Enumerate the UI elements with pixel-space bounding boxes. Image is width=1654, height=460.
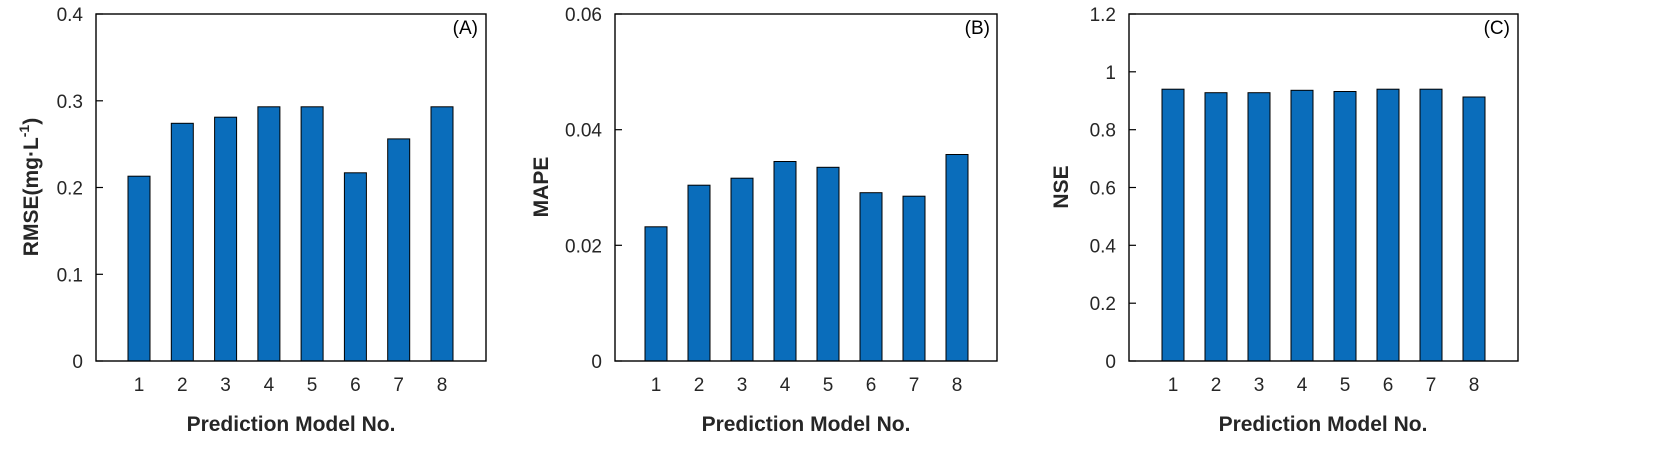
- panel-a-y-tick-label: 0.2: [57, 179, 83, 200]
- panel-a-y-axis-title-close: ): [20, 118, 43, 125]
- panel-c-y-tick-label: 0.4: [1090, 236, 1117, 257]
- panel-b-x-tick-label-2: 2: [694, 375, 705, 396]
- panel-a-bar-4: [257, 106, 281, 362]
- panel-c-bar-1: [1161, 88, 1185, 362]
- panel-a-x-tick-label-8: 8: [437, 375, 448, 396]
- panel-b-x-tick-label-4: 4: [780, 375, 791, 396]
- panel-a-y-axis-title: RMSE(mg·L-1): [16, 118, 43, 256]
- panel-a-plot-frame: [95, 13, 487, 362]
- panel-b-y-tick-label: 0.04: [565, 121, 602, 142]
- panel-a-bar-8: [430, 106, 454, 362]
- panel-a-x-tick-label-2: 2: [177, 375, 188, 396]
- panel-a-bars: [127, 106, 454, 362]
- panel-b-y-ticks: 0 0.02 0.04 0.06: [565, 5, 622, 373]
- panel-c-bar-2: [1204, 92, 1228, 362]
- panel-c-bar-8: [1462, 96, 1486, 362]
- panel-a-x-tick-label-1: 1: [134, 375, 145, 396]
- panel-a-x-tick-label-5: 5: [307, 375, 318, 396]
- panel-a-x-tick-label-4: 4: [264, 375, 275, 396]
- panel-c-y-tick-label: 0.2: [1090, 294, 1116, 315]
- panel-b-y-tick-label: 0.06: [565, 5, 602, 26]
- panel-c-bars: [1161, 88, 1486, 362]
- panel-a-tag: (A): [453, 18, 478, 39]
- panel-c-bar-4: [1290, 89, 1314, 362]
- panel-c-y-ticks: 0 0.2 0.4 0.6 0.8 1 1.2: [1090, 5, 1136, 373]
- panel-c-plot-frame: [1128, 13, 1519, 362]
- panel-c-bar-7: [1419, 88, 1443, 362]
- panel-a-bar-3: [214, 116, 238, 362]
- panel-a-x-tick-label-7: 7: [393, 375, 404, 396]
- panel-b-y-axis-title: MAPE: [530, 157, 553, 218]
- panel-b-bar-4: [773, 161, 797, 362]
- panel-c-y-tick-label: 0.8: [1090, 121, 1116, 142]
- panel-a-bar-5: [300, 106, 324, 362]
- panel-a-x-ticks: 1 2 3 4 5 6 7 8: [134, 375, 448, 396]
- panel-c-bar-5: [1333, 91, 1357, 362]
- panel-a-x-axis-title: Prediction Model No.: [187, 413, 396, 436]
- panel-b-x-tick-label-5: 5: [823, 375, 834, 396]
- panel-c-x-tick-label-6: 6: [1383, 375, 1394, 396]
- panel-b-bar-8: [945, 154, 969, 362]
- panel-b-bar-7: [902, 195, 926, 362]
- panel-b-x-tick-label-8: 8: [952, 375, 963, 396]
- panel-c: 0 0.2 0.4 0.6 0.8 1 1.2 1 2 3 4 5 6 7 8 (C) Predictio…: [1050, 5, 1519, 436]
- panel-a-x-tick-label-3: 3: [220, 375, 231, 396]
- panel-a-y-tick-label: 0: [72, 352, 83, 373]
- panel-b-bars: [644, 154, 969, 362]
- panel-c-bar-3: [1247, 92, 1271, 362]
- panel-a-y-tick-label: 0.4: [57, 5, 84, 26]
- panel-c-tag: (C): [1484, 18, 1510, 39]
- panel-c-y-tick-label: 0: [1105, 352, 1116, 373]
- panel-a-y-tick-label: 0.3: [57, 92, 83, 113]
- panel-a-bar-6: [343, 172, 367, 362]
- panel-c-x-tick-label-2: 2: [1211, 375, 1222, 396]
- panel-c-x-axis-title: Prediction Model No.: [1219, 413, 1428, 436]
- panel-c-x-tick-label-7: 7: [1426, 375, 1437, 396]
- panel-c-y-tick-label: 1: [1105, 63, 1116, 84]
- panel-b-x-tick-label-3: 3: [737, 375, 748, 396]
- panel-a-bar-2: [170, 122, 194, 362]
- panel-c-y-axis-title: NSE: [1050, 165, 1073, 208]
- panel-a-bar-1: [127, 175, 151, 362]
- panel-a: 0 0.1 0.2 0.3 0.4 1 2 3 4 5 6 7 8 (A) Prediction Mo…: [16, 5, 487, 436]
- panel-a-y-tick-label: 0.1: [57, 265, 83, 286]
- panel-b-bar-1: [644, 226, 668, 362]
- panel-c-x-tick-label-4: 4: [1297, 375, 1308, 396]
- panel-b-x-ticks: 1 2 3 4 5 6 7 8: [651, 375, 963, 396]
- panel-b-bar-6: [859, 192, 883, 362]
- panel-b-tag: (B): [965, 18, 990, 39]
- panel-b-x-axis-title: Prediction Model No.: [702, 413, 911, 436]
- panel-c-x-ticks: 1 2 3 4 5 6 7 8: [1168, 375, 1480, 396]
- panel-b-bar-2: [687, 184, 711, 362]
- panel-c-x-tick-label-3: 3: [1254, 375, 1265, 396]
- panel-c-x-tick-label-8: 8: [1469, 375, 1480, 396]
- panel-b-x-tick-label-6: 6: [866, 375, 877, 396]
- panel-b-y-tick-label: 0: [591, 352, 602, 373]
- panel-c-bar-6: [1376, 88, 1400, 362]
- panel-c-y-tick-label: 0.6: [1090, 179, 1116, 200]
- panel-c-x-tick-label-5: 5: [1340, 375, 1351, 396]
- panel-c-x-tick-label-1: 1: [1168, 375, 1179, 396]
- panel-a-bar-7: [387, 138, 411, 362]
- panel-b-plot-frame: [614, 13, 998, 362]
- panel-b-x-tick-label-1: 1: [651, 375, 662, 396]
- panel-b-x-tick-label-7: 7: [909, 375, 920, 396]
- panel-c-y-tick-label: 1.2: [1090, 5, 1116, 26]
- panel-a-y-axis-title-base: RMSE(mg·L: [20, 137, 43, 256]
- panel-b-bar-5: [816, 166, 840, 362]
- panel-a-x-tick-label-6: 6: [350, 375, 361, 396]
- panel-b: 0 0.02 0.04 0.06 1 2 3 4 5 6 7 8 (B) Prediction Mo…: [530, 5, 998, 436]
- panel-b-bar-3: [730, 177, 754, 362]
- panel-b-y-tick-label: 0.02: [565, 236, 602, 257]
- panel-a-y-ticks: 0 0.1 0.2 0.3 0.4: [57, 5, 103, 373]
- panel-a-y-axis-title-superscript: -1: [16, 125, 32, 138]
